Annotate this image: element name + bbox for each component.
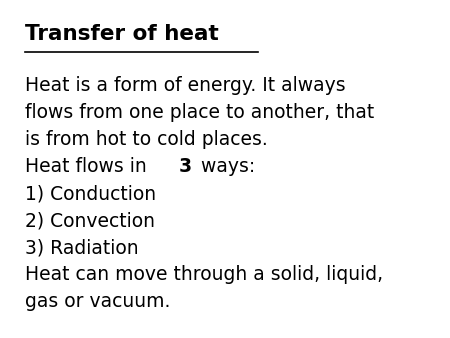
Text: ways:: ways: [195, 157, 255, 176]
Text: Transfer of heat: Transfer of heat [25, 24, 219, 44]
Text: is from hot to cold places.: is from hot to cold places. [25, 130, 268, 149]
Text: 2) Convection: 2) Convection [25, 211, 155, 230]
Text: 3) Radiation: 3) Radiation [25, 238, 139, 257]
Text: Heat flows in: Heat flows in [25, 157, 153, 176]
Text: gas or vacuum.: gas or vacuum. [25, 292, 171, 311]
Text: flows from one place to another, that: flows from one place to another, that [25, 103, 374, 122]
Text: Heat can move through a solid, liquid,: Heat can move through a solid, liquid, [25, 265, 383, 284]
Text: 3: 3 [179, 157, 192, 176]
Text: Heat is a form of energy. It always: Heat is a form of energy. It always [25, 76, 346, 95]
Text: 1) Conduction: 1) Conduction [25, 184, 156, 203]
